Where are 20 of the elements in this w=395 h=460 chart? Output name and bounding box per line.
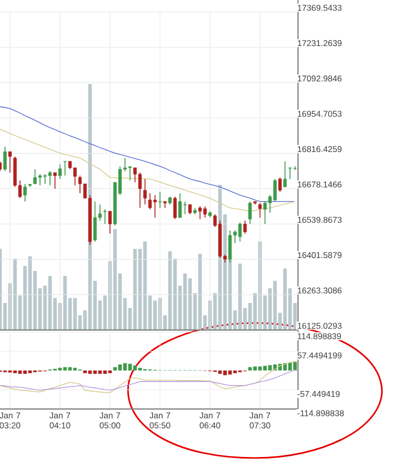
x-tick-label: Jan 7 05:00 <box>100 412 120 428</box>
y-tick-label: 17231.2639 <box>298 40 342 46</box>
x-tick-label: Jan 7 07:30 <box>250 412 270 428</box>
y-tick-label: 17092.9846 <box>298 75 342 82</box>
y-tick-label: 16678.1466 <box>298 181 342 188</box>
y-tick-label: 16401.5879 <box>298 252 342 258</box>
y-tick-label: 16263.3086 <box>298 287 342 294</box>
x-tick-label: Jan 7 03:20 <box>0 412 20 428</box>
y-tick-label: 16539.8673 <box>298 216 342 223</box>
y-tick-label: 57.4494199 <box>298 352 342 358</box>
y-tick-label: 17369.5433 <box>298 4 342 11</box>
y-tick-label: 16816.4259 <box>298 146 342 152</box>
x-tick-label: Jan 7 04:10 <box>50 412 70 428</box>
x-tick-label: Jan 7 05:50 <box>150 412 170 428</box>
y-tick-label: 16954.7053 <box>298 110 342 117</box>
y-tick-label: 16125.0293 <box>298 322 342 329</box>
y-tick-label: -57.449419 <box>298 390 340 397</box>
x-tick-label: Jan 7 06:40 <box>200 412 220 428</box>
y-tick-label: 114.898839 <box>298 333 341 340</box>
y-tick-label: -114.898838 <box>298 410 344 416</box>
